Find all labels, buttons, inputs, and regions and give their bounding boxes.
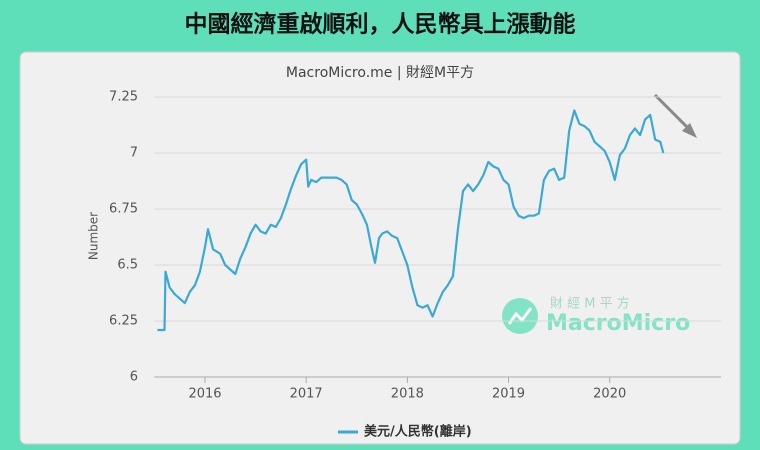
chart-subtitle: MacroMicro.me | 財經M平方 bbox=[286, 65, 474, 81]
y-tick-label: 7.25 bbox=[109, 90, 138, 105]
x-tick-label: 2019 bbox=[492, 387, 525, 402]
y-tick-label: 6 bbox=[130, 370, 138, 385]
x-tick-label: 2017 bbox=[290, 387, 323, 402]
trend-arrow bbox=[653, 93, 694, 134]
banner-title: 中國經濟重啟順利，人民幣具上漲動能 bbox=[185, 11, 576, 38]
y-tick-label: 7 bbox=[130, 146, 138, 161]
y-axis-label: Number bbox=[87, 212, 101, 260]
y-tick-label: 6.25 bbox=[109, 314, 138, 329]
series-line bbox=[157, 109, 665, 332]
legend-label: 美元/人民幣(離岸) bbox=[364, 424, 472, 440]
chart-panel bbox=[19, 51, 741, 445]
trend-arrow-head bbox=[682, 123, 697, 138]
watermark-logo-icon bbox=[507, 307, 533, 325]
x-tick-label: 2020 bbox=[593, 387, 626, 402]
watermark-brand: MacroMicro bbox=[546, 311, 690, 336]
x-tick-label: 2018 bbox=[391, 387, 424, 402]
watermark-top: 財 經 M 平 方 bbox=[550, 296, 630, 312]
y-tick-label: 6.75 bbox=[109, 202, 138, 217]
x-tick-label: 2016 bbox=[188, 387, 221, 402]
y-tick-label: 6.5 bbox=[117, 258, 138, 273]
watermark: 財 經 M 平 方 MacroMicro bbox=[502, 296, 690, 336]
